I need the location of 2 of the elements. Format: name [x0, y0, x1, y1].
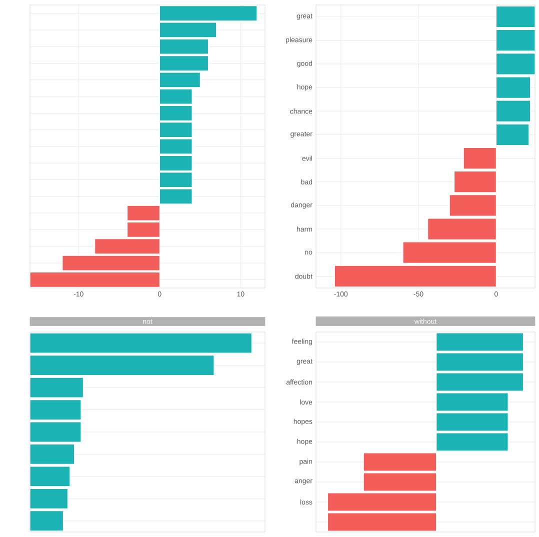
- bar: [496, 124, 530, 146]
- bar: [463, 147, 496, 170]
